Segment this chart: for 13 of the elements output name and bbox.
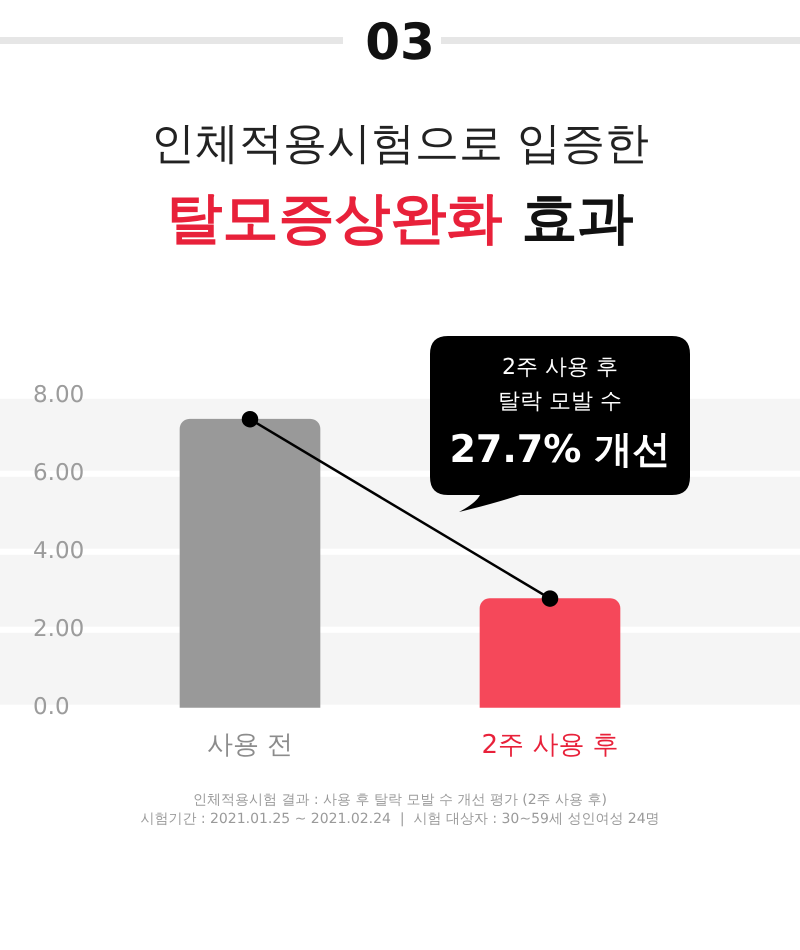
y-tick-label: 4.00 — [33, 538, 84, 564]
y-tick-label: 2.00 — [33, 616, 84, 642]
y-tick-label: 6.00 — [33, 460, 84, 486]
text: 시험기간 : 2021.01.25 ~ 2021.02.24 | 시험 대상자 : 30~59세 성인여성 24명 — [140, 811, 660, 827]
y-tick-label: 0.0 — [33, 694, 70, 720]
chart-subtitle: 탈모증상완화 효과 — [166, 186, 634, 251]
chart-title: 인체적용시험으로 입증한 — [151, 118, 649, 169]
text: 인체적용시험 결과 : 사용 후 탈락 모발 수 개선 평가 (2주 사용 후) — [193, 792, 607, 808]
x-tick-label: 사용 전 — [206, 730, 294, 760]
text: 03 — [365, 13, 435, 71]
annotation: 2주 사용 후 탈락 모발 수 27.7% 개선 — [449, 355, 671, 471]
y-tick-label: 8.00 — [33, 382, 84, 408]
x-tick-label: 2주 사용 후 — [481, 730, 619, 760]
